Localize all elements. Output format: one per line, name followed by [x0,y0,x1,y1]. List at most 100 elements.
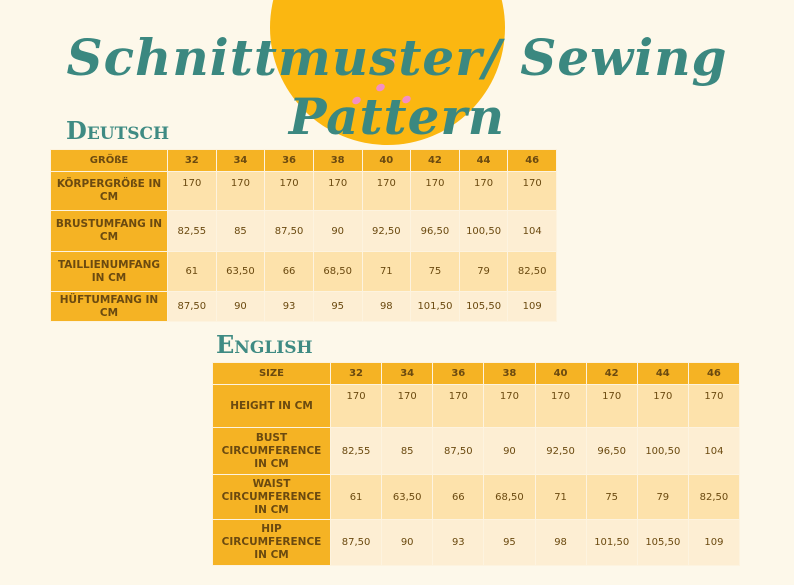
table-row: HIP CIRCUMFERENCE IN CM 87,50 90 93 95 98 101,… [212,519,741,566]
cell: 170 [312,171,363,211]
column-header: 32 [329,362,383,385]
size-table: GRÖßE 32 34 36 38 40 42 44 46 KÖRPERGRÖßE IN CM 17… [50,149,557,322]
cell: 87,50 [432,427,485,475]
cell: 170 [410,171,460,211]
cell: 109 [507,291,557,322]
cell: 170 [361,171,412,211]
cell: 90 [312,210,363,252]
row-label: TAILLIENUMFANG IN CM [50,251,168,292]
cell: 63,50 [381,474,434,520]
header-row: SIZE 32 34 36 38 40 42 44 46 [212,362,741,385]
table-row: TAILLIENUMFANG IN CM 61 63,50 66 68,50 71 75 79… [50,251,557,292]
cell: 79 [636,474,689,520]
cell: 90 [483,427,536,475]
column-header: 38 [312,149,363,172]
cell: 170 [687,384,741,428]
cell: 68,50 [483,474,536,520]
column-header: 40 [361,149,412,172]
cell: 95 [312,291,363,322]
cell: 96,50 [585,427,638,475]
cell: 109 [687,519,741,566]
row-label: BRUSTUMFANG IN CM [50,210,168,252]
column-header: 42 [585,362,638,385]
cell: 66 [264,251,314,292]
row-label: HEIGHT IN CM [212,384,331,428]
cell: 101,50 [585,519,638,566]
cell: 71 [534,474,587,520]
column-header: 46 [507,149,557,172]
cell: 100,50 [636,427,689,475]
column-header: 34 [381,362,434,385]
table-row: HEIGHT IN CM 170 170 170 170 170 170 170 170 [212,384,741,428]
cell: 92,50 [361,210,412,252]
cell: 87,50 [329,519,383,566]
table-row: KÖRPERGRÖßE IN CM 170 170 170 170 170 170 170 17… [50,171,557,211]
column-header: 38 [483,362,536,385]
cell: 90 [381,519,434,566]
cell: 61 [167,251,217,292]
cell: 170 [507,171,557,211]
cell: 170 [215,171,266,211]
cell: 98 [534,519,587,566]
row-label: WAIST CIRCUMFERENCE IN CM [212,474,331,520]
cell: 79 [458,251,509,292]
cell: 92,50 [534,427,587,475]
cell: 71 [361,251,412,292]
column-header: GRÖßE [50,149,168,172]
row-label: BUST CIRCUMFERENCE IN CM [212,427,331,475]
cell: 170 [432,384,485,428]
cell: 85 [381,427,434,475]
column-header: 36 [432,362,485,385]
cell: 170 [264,171,314,211]
cell: 82,55 [167,210,217,252]
cell: 68,50 [312,251,363,292]
cell: 96,50 [410,210,460,252]
column-header: 32 [167,149,217,172]
cell: 93 [264,291,314,322]
section-heading: English [216,330,313,359]
cell: 100,50 [458,210,509,252]
cell: 63,50 [215,251,266,292]
cell: 170 [381,384,434,428]
cell: 75 [410,251,460,292]
cell: 105,50 [458,291,509,322]
table-row: BRUSTUMFANG IN CM 82,55 85 87,50 90 92,50 96,5… [50,210,557,252]
column-header: 44 [636,362,689,385]
cell: 85 [215,210,266,252]
row-label: HÜFTUMFANG IN CM [50,291,168,322]
column-header: 42 [410,149,460,172]
cell: 82,50 [507,251,557,292]
cell: 170 [483,384,536,428]
cell: 104 [507,210,557,252]
cell: 170 [585,384,638,428]
cell: 82,55 [329,427,383,475]
column-header: 44 [458,149,509,172]
size-table: SIZE 32 34 36 38 40 42 44 46 HEIGHT IN CM 170 170 17… [212,362,741,566]
table-row: BUST CIRCUMFERENCE IN CM 82,55 85 87,50 90 92… [212,427,741,475]
cell: 93 [432,519,485,566]
section-heading: Deutsch [66,116,170,145]
title: Schnittmuster/ Sewing Pattern [66,28,728,146]
cell: 170 [167,171,217,211]
row-label: HIP CIRCUMFERENCE IN CM [212,519,331,566]
cell: 87,50 [167,291,217,322]
table-row: HÜFTUMFANG IN CM 87,50 90 93 95 98 101,50 105,5… [50,291,557,322]
cell: 66 [432,474,485,520]
cell: 170 [458,171,509,211]
cell: 95 [483,519,536,566]
row-label: KÖRPERGRÖßE IN CM [50,171,168,211]
cell: 61 [329,474,383,520]
column-header: SIZE [212,362,331,385]
cell: 170 [534,384,587,428]
cell: 82,50 [687,474,741,520]
cell: 75 [585,474,638,520]
column-header: 34 [215,149,266,172]
header-row: GRÖßE 32 34 36 38 40 42 44 46 [50,149,557,172]
column-header: 46 [687,362,741,385]
cell: 105,50 [636,519,689,566]
column-header: 40 [534,362,587,385]
cell: 87,50 [264,210,314,252]
cell: 90 [215,291,266,322]
cell: 170 [636,384,689,428]
